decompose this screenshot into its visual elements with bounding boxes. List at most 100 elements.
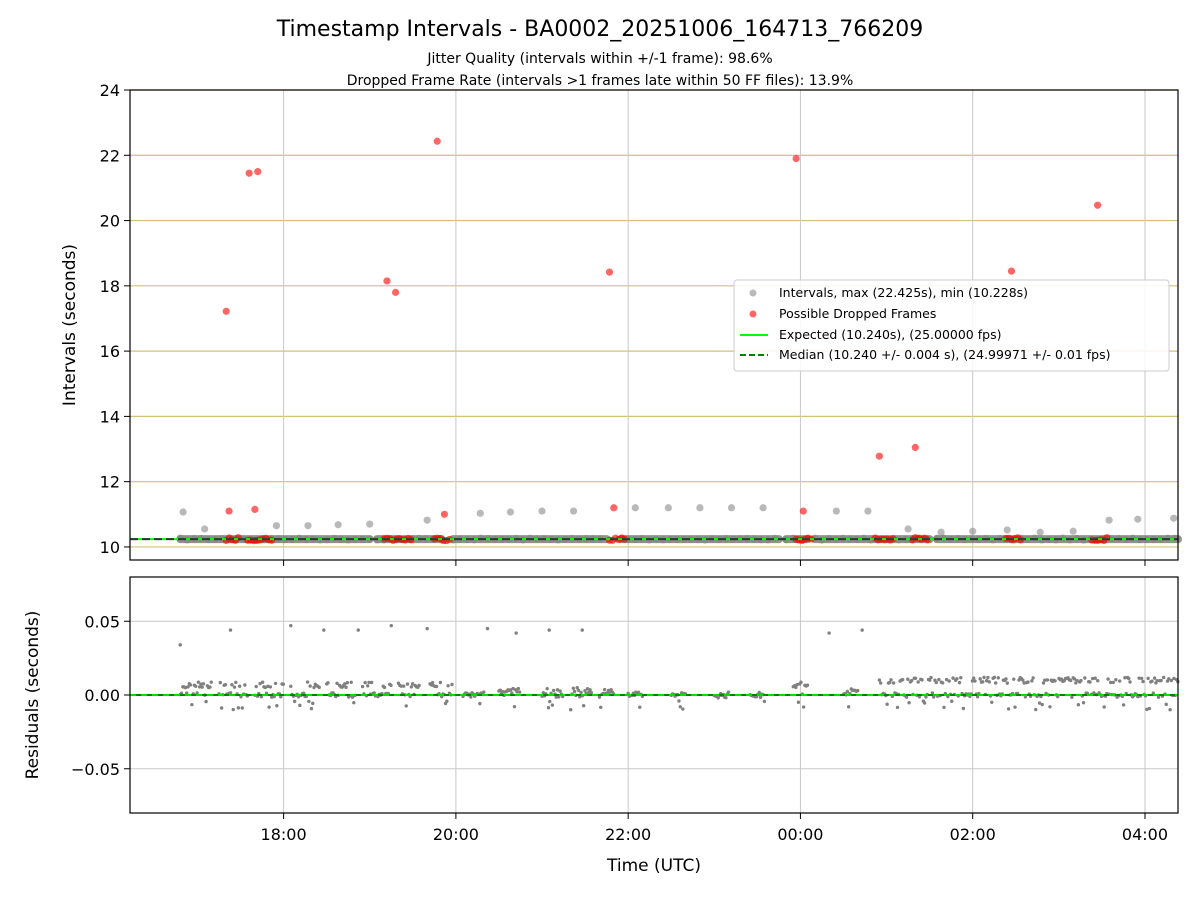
residual-point	[510, 691, 514, 695]
residual-point	[602, 687, 607, 692]
residual-point	[580, 628, 584, 632]
residual-point	[795, 682, 799, 687]
x-axis-label: Time (UTC)	[606, 856, 701, 876]
dropped-frame-point	[440, 510, 448, 518]
residual-point	[281, 682, 286, 686]
residual-point	[758, 695, 763, 700]
residual-point	[941, 681, 945, 685]
residual-point	[679, 691, 684, 695]
residual-point	[1072, 677, 1077, 681]
residual-point	[955, 677, 959, 681]
residual-point	[1068, 678, 1073, 683]
residual-point	[1022, 681, 1026, 685]
dropped-frame-point	[254, 167, 262, 176]
residual-point	[1023, 695, 1028, 699]
residual-point	[1006, 707, 1011, 711]
x-tick-label-18:00: 18:00	[261, 825, 307, 844]
residual-point	[1037, 701, 1042, 705]
residual-point	[982, 675, 986, 680]
interval-point	[904, 525, 912, 533]
interval-point	[1036, 528, 1044, 536]
interval-point	[969, 527, 977, 535]
residual-point	[724, 695, 728, 700]
residual-point	[298, 703, 302, 708]
residual-point	[762, 699, 767, 704]
residual-point	[934, 680, 938, 685]
dropped-frame-point	[875, 452, 883, 460]
dropped-frame-point	[383, 277, 391, 285]
residual-point	[726, 690, 731, 694]
interval-point	[423, 516, 431, 524]
residual-point	[589, 691, 594, 695]
residual-point	[511, 686, 515, 691]
top-y-axis: 10 12 14 16 18 20 22 24	[100, 81, 130, 557]
residual-point	[267, 705, 271, 709]
residual-point	[930, 691, 935, 695]
chart-title: Timestamp Intervals - BA0002_20251006_16…	[276, 17, 924, 42]
residual-point	[608, 690, 612, 694]
residual-point	[878, 681, 883, 685]
top-y-tick-label-22: 22	[100, 146, 120, 165]
residual-point	[1096, 679, 1100, 683]
residual-point	[260, 680, 265, 684]
residual-point	[1152, 676, 1157, 680]
bottom-y-tick-label-0.00: 0.00	[84, 686, 120, 705]
residual-point	[877, 678, 882, 682]
residual-point	[1048, 705, 1052, 709]
residual-point	[1127, 676, 1131, 681]
residual-point	[311, 701, 315, 706]
chart-subtitle-dropped: Dropped Frame Rate (intervals >1 frames …	[347, 73, 854, 89]
residual-point	[1141, 679, 1145, 684]
x-tick-label-00:00: 00:00	[777, 825, 823, 844]
residual-point	[1053, 679, 1057, 683]
residual-point	[515, 690, 519, 694]
residual-point	[1081, 700, 1086, 705]
residual-point	[970, 679, 975, 683]
bottom-y-tick-label-0.05: 0.05	[84, 612, 120, 631]
residual-point	[389, 623, 393, 628]
residual-point	[218, 680, 223, 685]
top-y-tick-label-16: 16	[100, 342, 120, 361]
residual-point	[326, 681, 330, 685]
residual-point	[1026, 680, 1030, 684]
interval-point	[304, 522, 312, 530]
residual-point	[1139, 676, 1144, 681]
residual-point	[996, 676, 1000, 680]
residual-point	[1156, 695, 1161, 699]
residual-point	[572, 689, 577, 694]
residual-point	[232, 685, 237, 689]
residual-point	[677, 699, 681, 703]
residual-point	[1021, 678, 1025, 682]
residual-point	[957, 680, 962, 685]
residual-point	[1123, 676, 1127, 680]
top-y-tick-label-18: 18	[100, 277, 120, 296]
interval-point	[937, 528, 945, 536]
interval-point	[631, 504, 639, 512]
legend-marker-intervals	[749, 289, 757, 297]
bottom-y-axis: 0.05 0.00 −0.05	[71, 612, 130, 779]
interval-point	[1170, 514, 1178, 522]
residual-point	[204, 699, 208, 704]
residual-point	[498, 688, 502, 692]
interval-point	[538, 507, 546, 515]
bottom-y-axis-label: Residuals (seconds)	[23, 611, 43, 780]
residual-point	[186, 685, 190, 689]
residual-point	[597, 695, 602, 699]
residual-point	[512, 704, 517, 709]
residual-point	[576, 688, 581, 692]
residual-point	[478, 701, 482, 706]
residual-point	[399, 684, 403, 688]
dropped-frame-point	[605, 268, 614, 276]
residual-point	[228, 628, 233, 632]
residual-point	[860, 628, 864, 632]
residual-point	[312, 685, 316, 690]
residual-point	[1169, 678, 1174, 683]
residual-point	[587, 690, 591, 694]
residual-point	[541, 690, 546, 695]
residual-point	[907, 700, 911, 705]
residual-point	[1118, 679, 1122, 683]
x-tick-label-02:00: 02:00	[950, 825, 996, 844]
dropped-frame-point	[234, 534, 242, 542]
top-plot-marks	[130, 137, 1182, 545]
